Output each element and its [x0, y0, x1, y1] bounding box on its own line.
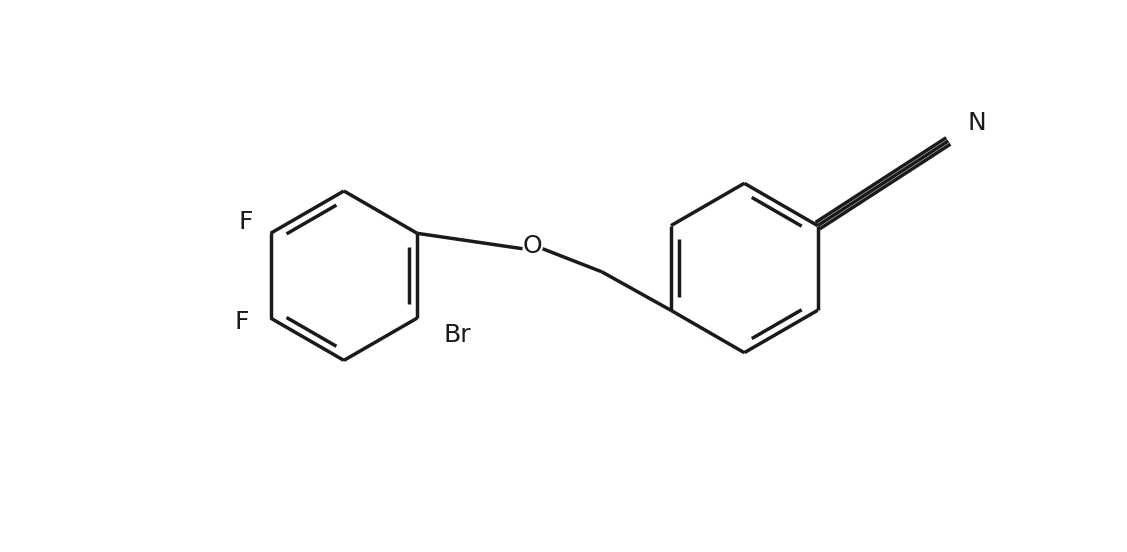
Text: Br: Br — [443, 323, 471, 347]
Text: N: N — [967, 111, 986, 135]
Text: F: F — [239, 210, 254, 234]
Text: F: F — [234, 310, 249, 334]
Text: O: O — [523, 235, 542, 258]
